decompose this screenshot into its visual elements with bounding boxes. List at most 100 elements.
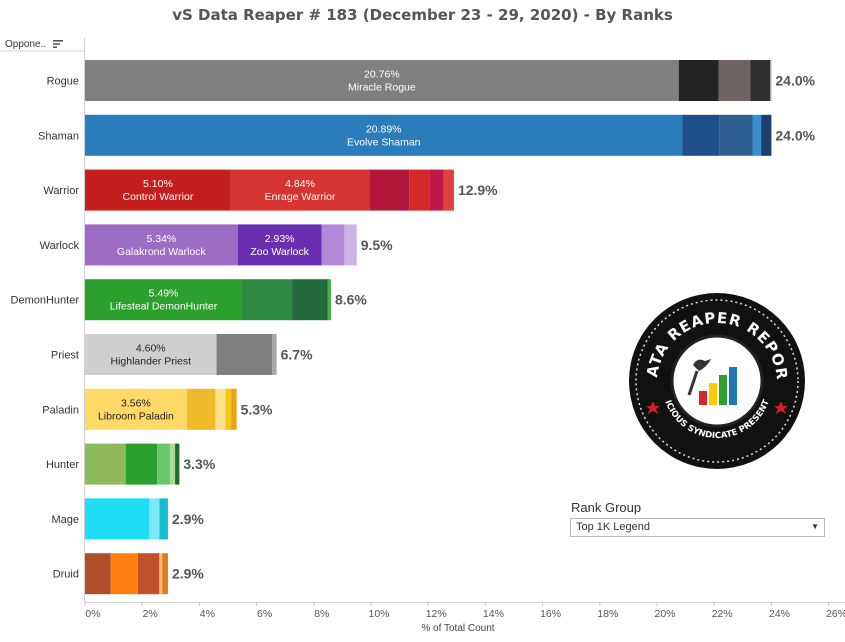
bar-total-label: 24.0% — [775, 73, 815, 89]
bar-segment — [85, 498, 150, 540]
bar-segment — [369, 169, 410, 211]
bar-segment — [85, 114, 683, 156]
segment-name-label: Evolve Shaman — [347, 136, 421, 148]
category-label: Warlock — [40, 240, 80, 252]
segment-name-label: Control Warrior — [123, 191, 194, 203]
bar-total-label: 3.3% — [183, 456, 215, 472]
bar-segment — [272, 334, 277, 375]
bar-segment — [225, 388, 232, 430]
bar-total-label: 6.7% — [281, 347, 313, 363]
bar-segment — [85, 169, 231, 211]
bar-total-label: 2.9% — [172, 511, 204, 527]
bar-segment — [770, 60, 772, 101]
bar-segment — [110, 553, 138, 595]
segment-percent-label: 4.60% — [136, 343, 166, 355]
segment-name-label: Galakrond Warlock — [117, 246, 207, 258]
x-tick-label: 26% — [826, 608, 845, 620]
category-label: Paladin — [42, 404, 79, 416]
segment-percent-label: 3.56% — [121, 397, 151, 409]
category-label: Shaman — [38, 130, 79, 142]
bar-segment — [149, 498, 160, 540]
bar-segment — [752, 114, 762, 156]
category-label: Hunter — [46, 459, 79, 471]
x-tick-label: 8% — [314, 608, 329, 620]
segment-percent-label: 20.89% — [366, 123, 402, 135]
bar-segment — [159, 553, 163, 595]
x-tick-label: 0% — [85, 608, 100, 620]
segment-percent-label: 20.76% — [364, 69, 400, 81]
rank-group-label: Rank Group — [571, 500, 642, 515]
segment-percent-label: 5.10% — [143, 178, 173, 190]
bar-segment — [230, 169, 370, 211]
rank-group-selected: Top 1K Legend — [576, 521, 651, 533]
segment-name-label: Lifesteal DemonHunter — [110, 301, 218, 313]
bar-total-label: 5.3% — [241, 401, 273, 417]
x-tick-label: 22% — [712, 608, 733, 620]
bar-segment — [237, 224, 322, 266]
category-label: Rogue — [47, 76, 79, 88]
bar-segment — [157, 443, 170, 485]
bar-segment — [125, 443, 158, 485]
segment-percent-label: 2.93% — [265, 233, 295, 245]
x-tick-label: 2% — [143, 608, 158, 620]
bar-segment — [85, 224, 238, 266]
bar-segment — [750, 60, 771, 101]
bar-total-label: 24.0% — [775, 127, 815, 143]
bar-segment — [216, 334, 273, 375]
bar-segment — [175, 443, 180, 485]
segment-percent-label: 5.49% — [149, 288, 179, 300]
bar-segment — [159, 498, 168, 540]
sort-icon[interactable] — [52, 38, 64, 50]
bar-segment — [761, 114, 772, 156]
bar-segment — [186, 388, 216, 430]
x-tick-label: 16% — [540, 608, 561, 620]
bar-total-label: 8.6% — [335, 292, 367, 308]
bar-segment — [85, 388, 187, 430]
bar-segment — [429, 169, 444, 211]
bar-segment — [85, 443, 126, 485]
segment-percent-label: 4.84% — [285, 178, 315, 190]
bar-segment — [718, 60, 751, 101]
bar-total-label: 9.5% — [361, 237, 393, 253]
bar-segment — [443, 169, 454, 211]
x-tick-label: 20% — [654, 608, 675, 620]
bar-total-label: 12.9% — [458, 182, 498, 198]
category-label: Priest — [51, 350, 79, 362]
bar-segment — [327, 279, 331, 321]
bar-segment — [321, 224, 345, 266]
chart-title: vS Data Reaper # 183 (December 23 - 29, … — [172, 6, 673, 24]
x-tick-label: 24% — [769, 608, 790, 620]
row-header-opponent[interactable]: Oppone.. — [5, 39, 47, 50]
bar-segment — [85, 334, 217, 375]
segment-percent-label: 5.34% — [146, 233, 176, 245]
category-label: Druid — [53, 569, 79, 581]
bar-segment — [719, 114, 753, 156]
data-reaper-report-logo: DATA REAPER REPORT VICIOUS SYNDICATE PRE… — [627, 291, 805, 469]
bar-segment — [137, 553, 160, 595]
x-tick-label: 6% — [257, 608, 272, 620]
bar-segment — [678, 60, 719, 101]
x-tick-label: 10% — [368, 608, 389, 620]
rank-group-dropdown[interactable]: Top 1K Legend ▼ — [570, 518, 825, 537]
bar-segment — [169, 443, 176, 485]
category-label: Warrior — [43, 185, 79, 197]
x-tick-label: 18% — [597, 608, 618, 620]
bar-segment — [215, 388, 226, 430]
bar-segment — [85, 553, 111, 595]
bar-segment — [292, 279, 328, 321]
bar-total-label: 2.9% — [172, 566, 204, 582]
segment-name-label: Highlander Priest — [111, 356, 192, 368]
chevron-down-icon[interactable]: ▼ — [811, 522, 819, 531]
bar-segment — [85, 279, 243, 321]
bar-segment — [242, 279, 293, 321]
x-tick-label: 14% — [483, 608, 504, 620]
segment-name-label: Miracle Rogue — [348, 82, 416, 94]
segment-name-label: Enrage Warrior — [265, 191, 336, 203]
bar-segment — [162, 553, 168, 595]
category-label: Mage — [51, 514, 79, 526]
category-label: DemonHunter — [11, 295, 80, 307]
bar-segment — [409, 169, 430, 211]
bar-segment — [231, 388, 237, 430]
bar-segment — [85, 60, 679, 101]
